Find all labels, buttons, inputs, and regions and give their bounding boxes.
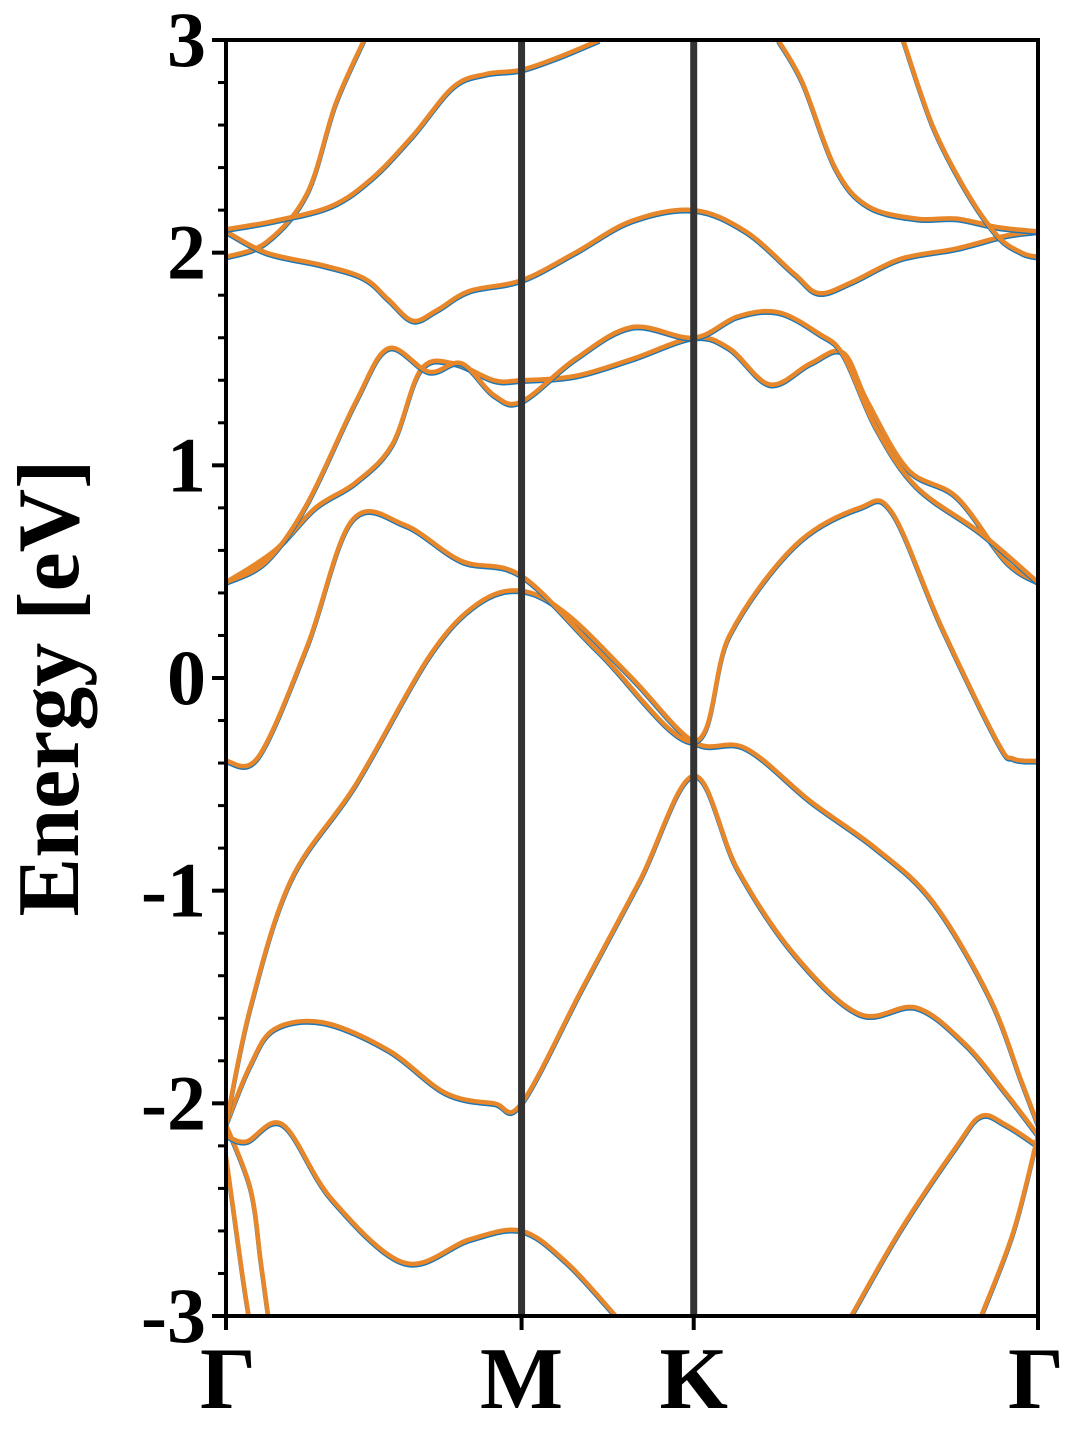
band-line-primary	[226, 1121, 618, 1316]
y-axis-ticks: 3 2 1 0 -1 -2 -3	[141, 0, 226, 1359]
band-line	[226, 588, 1038, 1126]
band-line-primary	[226, 499, 1038, 770]
y-tick-label: -2	[141, 1059, 206, 1146]
y-axis-label: Energy [eV]	[1, 460, 98, 917]
x-tick-label: Γ	[200, 1331, 256, 1428]
band-line	[226, 335, 1038, 585]
y-tick-label: 3	[167, 0, 206, 83]
band-line	[226, 207, 1038, 324]
band-line	[226, 1123, 271, 1316]
band-line	[979, 1134, 1038, 1316]
band-line-primary	[901, 40, 1038, 261]
band-line	[226, 773, 1038, 1137]
x-tick-label: Γ	[1008, 1331, 1064, 1428]
y-tick-label: 0	[167, 634, 206, 721]
band-line-primary	[226, 775, 1038, 1139]
band-line	[226, 40, 601, 232]
y-tick-label: -1	[141, 847, 206, 934]
band-line-primary	[226, 310, 1038, 586]
y-tick-label: 2	[167, 209, 206, 296]
bands-layer	[226, 40, 1038, 1316]
kpoint-lines	[518, 40, 698, 1316]
band-line	[901, 40, 1038, 260]
band-line	[776, 40, 1038, 234]
band-line-primary	[226, 209, 1038, 325]
band-line	[226, 1156, 251, 1316]
band-line-primary	[226, 1125, 271, 1316]
band-line	[849, 1112, 1038, 1316]
band-line-primary	[226, 589, 1038, 1127]
band-line	[226, 498, 1038, 769]
band-line-primary	[776, 40, 1038, 236]
band-line	[226, 1120, 618, 1316]
x-tick-label: K	[659, 1331, 727, 1428]
band-line	[226, 308, 1038, 585]
band-line-primary	[849, 1114, 1038, 1316]
y-tick-label: -3	[141, 1272, 206, 1359]
y-tick-label: 1	[167, 421, 206, 508]
band-line-primary	[226, 336, 1038, 586]
x-tick-label: M	[480, 1331, 563, 1428]
